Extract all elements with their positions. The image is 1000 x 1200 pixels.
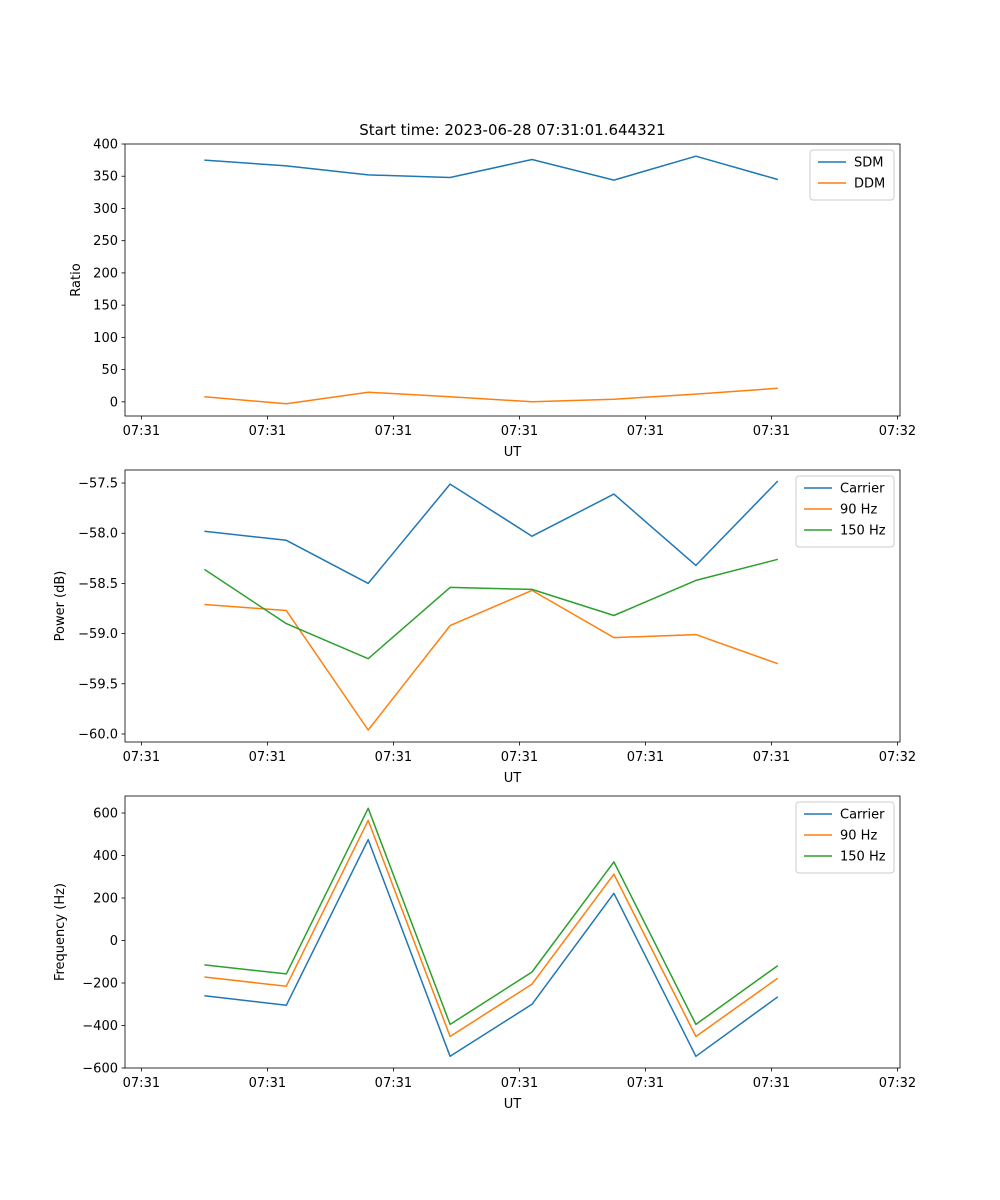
power-y-tick-label: −57.5 (78, 477, 118, 492)
frequency-y-axis-label: Frequency (Hz) (53, 883, 68, 981)
ratio-x-axis-label: UT (504, 445, 522, 460)
power-y-tick-label: −60.0 (78, 727, 118, 742)
ratio-panel: 07:31 07:31 07:31 07:31 07:31 07:31 07:32 0 50 10… (69, 138, 916, 461)
power-panel: 07:31 07:31 07:31 07:31 07:31 07:31 07:32 −60.0… (53, 469, 916, 786)
ratio-legend-label: DDM (854, 177, 885, 192)
frequency-x-tick-label: 07:31 (627, 1076, 664, 1091)
frequency-x-tick-label: 07:31 (375, 1076, 412, 1091)
frequency-x-tick-label: 07:31 (501, 1076, 538, 1091)
ratio-y-tick-label: 350 (93, 170, 118, 185)
power-legend-label: Carrier (840, 482, 885, 497)
power-x-tick-label: 07:32 (879, 750, 916, 765)
ratio-series-line-ddm (204, 387, 778, 405)
ratio-x-tick-label: 07:31 (375, 424, 412, 439)
ratio-y-tick-label: 250 (93, 234, 118, 249)
ratio-y-tick-label: 400 (93, 138, 118, 153)
frequency-y-tick-label: 0 (110, 934, 118, 949)
power-x-tick-label: 07:31 (753, 750, 790, 765)
power-series-line-carrier (204, 480, 779, 585)
power-plot-frame (124, 469, 901, 743)
power-series-line-150-hz (203, 558, 778, 660)
frequency-legend-label: 150 Hz (840, 850, 886, 865)
power-y-tick-label: −58.0 (78, 527, 118, 542)
power-x-tick-label: 07:31 (375, 750, 412, 765)
frequency-series-line-carrier (204, 838, 779, 1058)
ratio-x-tick-label: 07:32 (879, 424, 916, 439)
ratio-y-axis-label: Ratio (69, 263, 84, 296)
ratio-y-tick-label: 200 (93, 266, 118, 281)
frequency-y-tick-label: −400 (82, 1019, 118, 1034)
frequency-y-tick-label: 600 (93, 807, 118, 822)
power-legend-label: 90 Hz (840, 503, 877, 518)
ratio-x-tick-label: 07:31 (627, 424, 664, 439)
power-x-tick-label: 07:31 (627, 750, 664, 765)
ratio-plot-frame (124, 143, 901, 417)
ratio-x-tick-label: 07:31 (249, 424, 286, 439)
frequency-series-line-90-hz (204, 819, 779, 1038)
power-x-axis-label: UT (504, 771, 522, 786)
power-legend-label: 150 Hz (840, 524, 886, 539)
figure-title: Start time: 2023-06-28 07:31:01.644321 (359, 121, 665, 139)
frequency-y-tick-label: −600 (82, 1062, 118, 1077)
ratio-y-tick-label: 0 (110, 395, 118, 410)
frequency-plot-frame (124, 795, 901, 1069)
frequency-x-axis-label: UT (504, 1097, 522, 1112)
frequency-y-tick-label: 400 (93, 849, 118, 864)
power-y-tick-label: −59.5 (78, 677, 118, 692)
power-y-tick-label: −58.5 (78, 577, 118, 592)
ratio-series-line-sdm (204, 155, 779, 181)
frequency-x-tick-label: 07:31 (753, 1076, 790, 1091)
ratio-y-tick-label: 300 (93, 202, 118, 217)
power-y-axis-label: Power (dB) (53, 571, 68, 642)
frequency-y-tick-label: 200 (93, 892, 118, 907)
power-x-tick-label: 07:31 (249, 750, 286, 765)
frequency-y-tick-label: −200 (82, 977, 118, 992)
power-series-line-90-hz (204, 589, 779, 731)
power-y-tick-label: −59.0 (78, 627, 118, 642)
frequency-series-line-150-hz (204, 807, 779, 1026)
ratio-x-tick-label: 07:31 (501, 424, 538, 439)
ratio-x-tick-label: 07:31 (123, 424, 160, 439)
frequency-legend-label: Carrier (840, 808, 885, 823)
power-x-tick-label: 07:31 (501, 750, 538, 765)
frequency-legend-label: 90 Hz (840, 829, 877, 844)
ratio-y-tick-label: 150 (93, 299, 118, 314)
frequency-x-tick-label: 07:32 (879, 1076, 916, 1091)
power-x-tick-label: 07:31 (123, 750, 160, 765)
frequency-x-tick-label: 07:31 (123, 1076, 160, 1091)
ratio-y-tick-label: 100 (93, 331, 118, 346)
ratio-legend-label: SDM (854, 156, 883, 171)
ratio-x-tick-label: 07:31 (753, 424, 790, 439)
frequency-x-tick-label: 07:31 (249, 1076, 286, 1091)
ratio-y-tick-label: 50 (101, 363, 118, 378)
frequency-panel: 07:31 07:31 07:31 07:31 07:31 07:31 07:32 −600 −… (53, 795, 916, 1112)
